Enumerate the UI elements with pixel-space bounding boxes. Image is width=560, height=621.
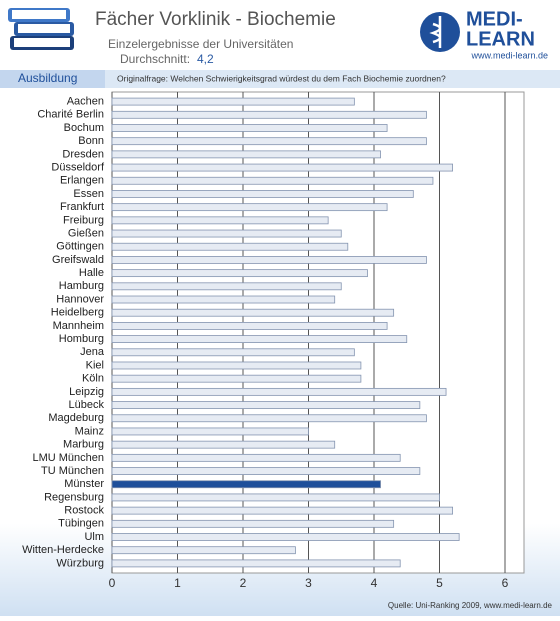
x-tick-label: 4 (371, 576, 378, 590)
bar (111, 467, 421, 475)
y-tick-label: Frankfurt (60, 201, 104, 213)
y-tick-label: Leipzig (69, 386, 104, 398)
book-icon (8, 8, 74, 50)
bar (111, 506, 454, 515)
bar (111, 176, 434, 185)
logo-url: www.medi-learn.de (470, 50, 548, 60)
y-tick-label: Lübeck (69, 399, 105, 411)
question: Originalfrage: Welchen Schwierigkeitsgra… (117, 73, 446, 83)
y-tick-label: Göttingen (56, 241, 104, 253)
y-tick-label: LMU München (32, 452, 104, 464)
y-tick-label: Tübingen (58, 518, 104, 530)
bar (111, 124, 388, 132)
bar (111, 453, 401, 462)
y-tick-label: Mainz (75, 425, 104, 437)
bar (111, 559, 401, 568)
y-tick-label: Gießen (68, 227, 104, 239)
bar (111, 546, 296, 555)
bar (111, 308, 395, 317)
title: Fächer Vorklinik - Biochemie (95, 9, 336, 30)
y-tick-label: Bonn (78, 135, 104, 147)
bar (111, 97, 355, 106)
bar (111, 440, 336, 449)
bar (111, 493, 440, 502)
y-tick-label: Erlangen (60, 175, 104, 187)
y-tick-label: Würzburg (56, 557, 104, 569)
x-tick-label: 5 (436, 576, 443, 590)
bar (111, 216, 329, 225)
bar (111, 533, 460, 541)
y-tick-label: Heidelberg (51, 307, 104, 319)
x-tick-label: 6 (502, 576, 509, 590)
y-tick-label: Bochum (64, 122, 104, 134)
y-tick-label: Jena (80, 346, 105, 358)
y-tick-label: Halle (79, 267, 104, 279)
bar (111, 401, 421, 409)
bar (111, 203, 388, 212)
y-tick-label: Charité Berlin (37, 109, 104, 121)
x-tick-label: 3 (305, 576, 312, 590)
average-label: Durchschnitt: (120, 52, 190, 66)
average-value: 4,2 (197, 52, 214, 66)
bar (111, 256, 427, 264)
bar (111, 295, 336, 304)
y-tick-label: Essen (73, 188, 104, 200)
section-tab (0, 70, 105, 88)
bar (111, 348, 355, 357)
bar (111, 519, 395, 528)
y-tick-label: Witten-Herdecke (22, 544, 104, 556)
y-tick-label: Regensburg (44, 491, 104, 503)
section-label: Ausbildung (18, 71, 77, 85)
bar (111, 322, 388, 330)
y-tick-label: Ulm (84, 531, 104, 543)
bar (111, 361, 362, 370)
y-tick-label: Greifswald (52, 254, 104, 266)
section-bar (0, 70, 560, 88)
bar (111, 335, 408, 343)
y-tick-label: TU München (41, 465, 104, 477)
x-tick-label: 2 (240, 576, 247, 590)
y-tick-label: Düsseldorf (51, 161, 105, 173)
y-tick-label: Aachen (67, 96, 104, 108)
bar (111, 374, 362, 383)
bar (111, 242, 349, 251)
y-tick-label: Freiburg (63, 214, 104, 226)
x-tick-label: 0 (109, 576, 116, 590)
bar (111, 480, 381, 489)
plot-area (111, 91, 525, 574)
bar (111, 190, 414, 198)
x-tick-label: 1 (174, 576, 181, 590)
y-tick-label: Mannheim (53, 320, 104, 332)
source: Quelle: Uni-Ranking 2009, www.medi-learn… (388, 601, 553, 610)
logo: MEDI- LEARN www.medi-learn.de (420, 8, 548, 60)
y-tick-label: Hannover (56, 293, 104, 305)
bar (111, 269, 368, 278)
bar (111, 137, 427, 146)
y-tick-label: Dresden (62, 148, 104, 160)
y-tick-label: Marburg (63, 439, 104, 451)
y-tick-label: Magdeburg (48, 412, 104, 424)
y-tick-label: Homburg (59, 333, 104, 345)
y-tick-label: Kiel (86, 359, 104, 371)
y-tick-label: Münster (64, 478, 104, 490)
bar (111, 282, 342, 291)
logo-line: MEDI- (466, 8, 523, 30)
subtitle: Einzelergebnisse der Universitäten (108, 37, 293, 51)
bar (111, 110, 427, 119)
logo-line: LEARN (466, 28, 535, 50)
y-tick-label: Köln (82, 373, 104, 385)
bar (111, 387, 447, 396)
bar (111, 414, 427, 423)
bar (111, 229, 342, 238)
y-tick-label: Rostock (64, 505, 104, 517)
bar (111, 163, 454, 172)
bar (111, 427, 309, 436)
y-tick-label: Hamburg (59, 280, 104, 292)
bar (111, 150, 381, 159)
